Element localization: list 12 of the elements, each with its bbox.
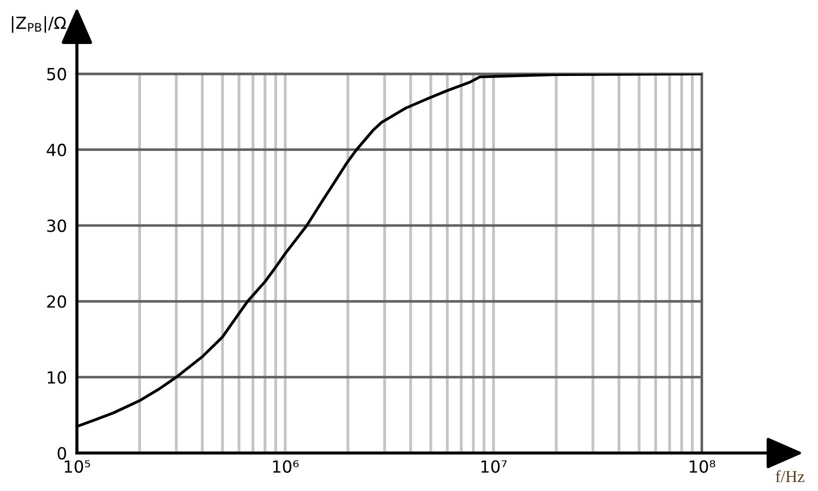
- x-tick-label: 10⁵: [64, 460, 90, 473]
- y-tick-label: 50: [47, 68, 66, 80]
- y-tick-label: 0: [58, 446, 66, 460]
- y-axis-title: |Z$_{PB}$|/Ω: [12, 16, 66, 33]
- x-axis-title: f/Hz: [776, 470, 804, 482]
- x-tick-label: 10⁶: [273, 460, 299, 473]
- x-tick-label: 10⁸: [690, 460, 716, 473]
- y-tick-label: 20: [47, 295, 66, 308]
- x-tick-label: 10⁷: [481, 460, 507, 473]
- y-tick-label: 10: [48, 371, 66, 384]
- y-tick-label: 40: [46, 144, 66, 156]
- y-tick-label: 30: [47, 219, 66, 232]
